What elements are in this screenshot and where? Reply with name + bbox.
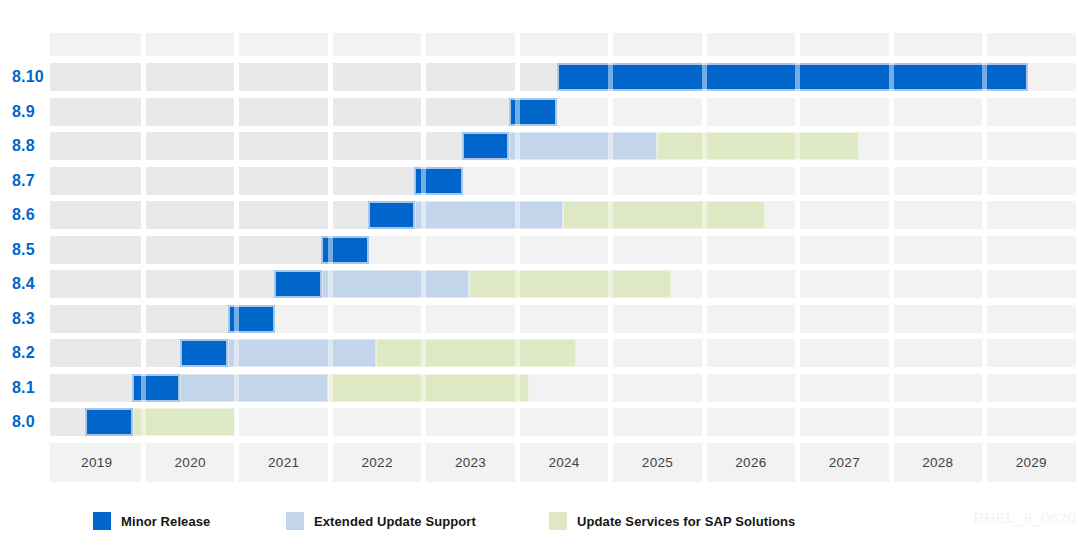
y-axis-version-label: 8.3 bbox=[12, 305, 50, 333]
x-tick-label: 2029 bbox=[985, 443, 1078, 482]
x-tick-label: 2020 bbox=[143, 443, 236, 482]
x-tick-label: 2026 bbox=[704, 443, 797, 482]
chart-legend: Minor Release Extended Update Support Upda… bbox=[0, 512, 1078, 532]
bar-extended-update-support bbox=[228, 339, 377, 367]
x-tick-label: 2025 bbox=[611, 443, 704, 482]
bar-minor-release bbox=[85, 408, 134, 436]
legend-label: Extended Update Support bbox=[314, 514, 476, 529]
grid-gap-line-overlay bbox=[515, 63, 520, 436]
grid-gap-line-overlay bbox=[608, 63, 613, 436]
row-future-area bbox=[321, 236, 1078, 264]
bar-update-services-sap bbox=[133, 408, 235, 436]
legend-swatch-update-services-sap bbox=[549, 512, 567, 530]
row-past-area bbox=[50, 270, 274, 298]
row-band bbox=[50, 98, 1078, 126]
x-tick-label: 2021 bbox=[237, 443, 330, 482]
y-axis-version-label: 8.4 bbox=[12, 270, 50, 298]
legend-label: Update Services for SAP Solutions bbox=[577, 514, 795, 529]
y-axis-version-label: 8.5 bbox=[12, 236, 50, 264]
bar-minor-release bbox=[274, 270, 322, 298]
bar-update-services-sap bbox=[328, 374, 529, 402]
y-axis-version-label: 8.1 bbox=[12, 374, 50, 402]
x-tick-label: 2027 bbox=[798, 443, 891, 482]
y-axis-version-label: 8.10 bbox=[12, 63, 50, 91]
bar-update-services-sap bbox=[469, 270, 671, 298]
bar-update-services-sap bbox=[376, 339, 576, 367]
row-past-area bbox=[50, 339, 180, 367]
row-past-area bbox=[50, 98, 509, 126]
x-tick-label: 2022 bbox=[330, 443, 423, 482]
y-axis-version-label: 8.0 bbox=[12, 408, 50, 436]
chart-top-band bbox=[50, 33, 1078, 56]
row-band bbox=[50, 236, 1078, 264]
grid-gap-line-overlay bbox=[141, 63, 146, 436]
bar-extended-update-support bbox=[180, 374, 329, 402]
x-tick-label: 2024 bbox=[517, 443, 610, 482]
x-tick-label: 2028 bbox=[891, 443, 984, 482]
row-past-area bbox=[50, 305, 228, 333]
legend-item: Minor Release bbox=[93, 512, 210, 530]
legend-item: Update Services for SAP Solutions bbox=[549, 512, 795, 530]
bar-update-services-sap bbox=[563, 201, 765, 229]
row-band bbox=[50, 167, 1078, 195]
bar-minor-release bbox=[557, 63, 1029, 91]
grid-gap-line-overlay bbox=[234, 63, 239, 436]
grid-gap-line-overlay bbox=[328, 63, 333, 436]
row-future-area bbox=[509, 98, 1078, 126]
rhel8-lifecycle-chart: 8.108.98.88.78.68.58.48.38.28.18.0 20192… bbox=[0, 0, 1078, 551]
y-axis-version-label: 8.8 bbox=[12, 132, 50, 160]
x-tick-label: 2019 bbox=[50, 443, 143, 482]
y-axis-version-label: 8.7 bbox=[12, 167, 50, 195]
row-past-area bbox=[50, 63, 557, 91]
row-band bbox=[50, 305, 1078, 333]
grid-gap-line-overlay bbox=[982, 63, 987, 436]
row-future-area bbox=[228, 305, 1078, 333]
legend-item: Extended Update Support bbox=[286, 512, 476, 530]
bar-extended-update-support bbox=[415, 201, 563, 229]
grid-gap-line-overlay bbox=[702, 63, 707, 436]
legend-label: Minor Release bbox=[121, 514, 210, 529]
row-past-area bbox=[50, 374, 132, 402]
y-axis-version-label: 8.2 bbox=[12, 339, 50, 367]
row-past-area bbox=[50, 167, 414, 195]
y-axis-version-label: 8.9 bbox=[12, 98, 50, 126]
x-tick-label: 2023 bbox=[424, 443, 517, 482]
legend-swatch-minor-release bbox=[93, 512, 111, 530]
grid-gap-line-overlay bbox=[889, 63, 894, 436]
bar-minor-release bbox=[368, 201, 416, 229]
bar-minor-release bbox=[132, 374, 180, 402]
bar-extended-update-support bbox=[322, 270, 469, 298]
row-past-area bbox=[50, 132, 462, 160]
bar-minor-release bbox=[180, 339, 228, 367]
bar-update-services-sap bbox=[657, 132, 859, 160]
row-past-area bbox=[50, 236, 321, 264]
legend-swatch-extended-update-support bbox=[286, 512, 304, 530]
y-axis-version-label: 8.6 bbox=[12, 201, 50, 229]
grid-gap-line-overlay bbox=[421, 63, 426, 436]
grid-gap-line-overlay bbox=[795, 63, 800, 436]
row-past-area bbox=[50, 201, 368, 229]
bar-extended-update-support bbox=[509, 132, 658, 160]
bar-minor-release bbox=[462, 132, 509, 160]
row-past-area bbox=[50, 408, 85, 436]
